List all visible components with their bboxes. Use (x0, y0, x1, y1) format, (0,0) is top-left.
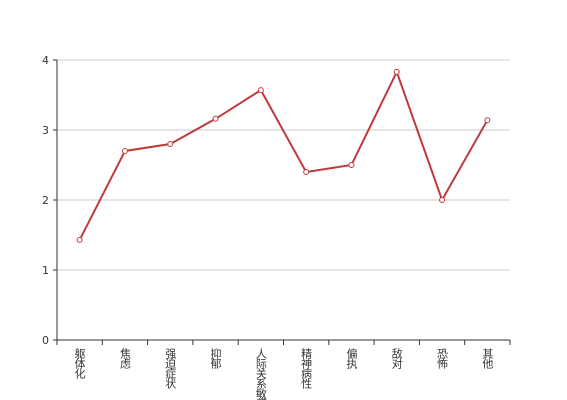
point (257, 87, 264, 94)
point (439, 197, 446, 203)
x-tick-label: 精神病性 (300, 348, 313, 390)
point (484, 117, 491, 124)
x-tick-label: 抑郁 (209, 347, 222, 369)
point (348, 162, 355, 168)
line (78, 69, 489, 241)
x-tick-label: 焦虑 (118, 348, 131, 369)
y-tick-label: 1 (42, 264, 49, 277)
x-tick-label: 其他 (481, 348, 494, 369)
point (393, 68, 400, 75)
x-tick-label: 强迫症状 (164, 348, 177, 389)
x-tick-label: 人际关系敏感 (254, 348, 267, 400)
y-tick-label: 4 (42, 54, 49, 67)
point (212, 115, 219, 122)
point (121, 148, 128, 154)
x-tick-label: 偏执 (345, 347, 358, 370)
y-tick-label: 3 (42, 124, 49, 137)
x-tick-label: 敌对 (390, 347, 403, 369)
y-tick-label: 0 (42, 334, 49, 347)
y-tick-label: 2 (42, 194, 49, 207)
x-tick-label: 躯体化 (73, 348, 86, 380)
point (167, 141, 174, 147)
point (76, 236, 83, 243)
point (303, 169, 310, 175)
x-tick-label: 恐怖 (436, 348, 449, 369)
